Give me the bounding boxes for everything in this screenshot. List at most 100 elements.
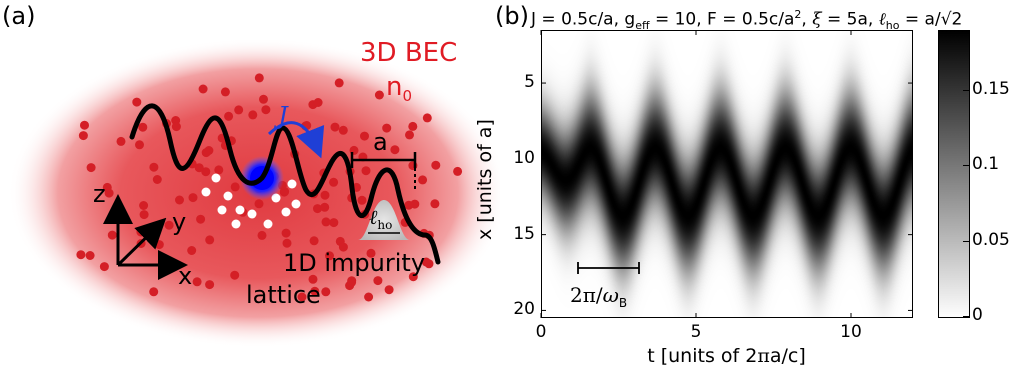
bec-atom <box>220 87 230 97</box>
panel-b-label: (b) <box>495 2 529 30</box>
bec-atom <box>325 251 334 261</box>
bec-atom <box>364 292 374 302</box>
hopping-label: J <box>278 102 288 130</box>
bec-atom <box>194 163 204 173</box>
bec-atom <box>80 120 89 130</box>
bec-atom <box>136 227 146 237</box>
bec-atom <box>248 110 258 120</box>
bec-atom <box>360 131 369 141</box>
bec-atom <box>330 122 340 132</box>
density-hole <box>201 187 211 197</box>
y-axis-arrow <box>116 217 167 267</box>
bec-atom <box>85 251 95 260</box>
bec-atom <box>259 94 268 104</box>
density-label: n0 <box>386 72 413 106</box>
bec-atom <box>321 217 331 227</box>
bec-atom <box>421 257 431 267</box>
bec-illustration <box>8 38 500 348</box>
bec-atom <box>329 177 339 187</box>
bec-atom <box>234 105 244 115</box>
bec-atom <box>404 200 414 210</box>
bec-atom <box>282 238 292 248</box>
bec-atom <box>164 220 174 230</box>
y-tick-label: 15 <box>513 223 535 244</box>
bec-atom <box>405 130 414 140</box>
bec-atom <box>408 272 418 282</box>
density-hole <box>291 199 301 209</box>
oscillator-label: ℓho <box>369 205 393 232</box>
bec-atom <box>224 111 234 121</box>
bec-atom <box>338 242 348 252</box>
bec-atom <box>76 250 86 260</box>
bec-atom <box>102 182 112 192</box>
bec-atom <box>309 236 319 246</box>
x-axis-title: t [units of 2πa/c] <box>647 345 806 367</box>
colorbar-tick <box>963 240 969 242</box>
density-hole <box>281 207 291 217</box>
period-label: 2π/ωB <box>570 283 628 310</box>
x-tick-label: 10 <box>840 322 862 342</box>
density-hole <box>231 219 241 229</box>
y-tick-label: 5 <box>524 72 535 93</box>
x-axis-label: x <box>178 262 193 290</box>
bec-atom <box>139 210 149 220</box>
bec-atom <box>257 230 267 240</box>
bec-atom <box>310 286 320 296</box>
density-holes <box>201 173 301 229</box>
spacing-label: a <box>373 128 388 156</box>
bec-atom <box>214 165 224 175</box>
colorbar-tick-label: 0.05 <box>972 229 1009 250</box>
bec-atom <box>230 270 240 280</box>
colorbar-tick <box>963 165 969 167</box>
density-hole <box>235 205 245 215</box>
bec-atom <box>107 230 117 240</box>
bec-atom <box>334 78 344 88</box>
colorbar-tick <box>963 316 969 317</box>
bec-atom <box>99 262 109 272</box>
bec-atom <box>308 274 318 284</box>
bec-atom <box>152 175 162 184</box>
bec-atom <box>281 228 291 238</box>
colorbar-frame <box>938 30 970 318</box>
bec-atom <box>390 145 400 155</box>
colorbar-tick-label: 0.15 <box>972 79 1009 100</box>
bec-atom <box>201 167 211 177</box>
heatmap-frame <box>541 30 913 318</box>
x-tick-label: 5 <box>690 322 702 342</box>
bec-atom <box>192 277 202 287</box>
colorbar-image <box>938 30 970 318</box>
bec-atom <box>149 287 159 297</box>
panel-a-label: (a) <box>2 2 36 30</box>
bec-atom <box>320 190 330 200</box>
bec-atom <box>196 214 206 224</box>
density-hole <box>217 205 227 215</box>
bec-atom <box>205 280 215 290</box>
bec-atom <box>254 199 264 209</box>
y-tick-label: 10 <box>513 147 535 168</box>
lattice-potential <box>129 103 441 265</box>
bec-atom <box>408 121 418 131</box>
bec-atom <box>418 175 428 185</box>
y-tick-label: 20 <box>513 299 535 320</box>
bec-atom <box>230 182 240 192</box>
hopping-arrow <box>267 121 325 159</box>
bec-atom <box>175 195 184 205</box>
density-hole <box>263 219 273 229</box>
bec-atom <box>382 123 392 133</box>
bec-atom <box>320 202 330 212</box>
bec-atom <box>422 113 432 123</box>
x-tick-label: 0 <box>535 322 547 342</box>
z-axis-label: z <box>93 180 106 208</box>
bec-atom <box>138 122 148 132</box>
impurity-label-line1: 1D impurity <box>283 249 426 277</box>
bec-atom <box>86 163 96 173</box>
bec-atom <box>373 276 383 286</box>
bec-atom <box>313 204 322 214</box>
density-hole <box>247 209 257 219</box>
bec-atom <box>321 287 331 297</box>
bec-atom <box>366 248 376 258</box>
bec-atom <box>361 166 371 176</box>
bec-atom <box>297 292 307 302</box>
heatmap-image <box>541 30 913 318</box>
